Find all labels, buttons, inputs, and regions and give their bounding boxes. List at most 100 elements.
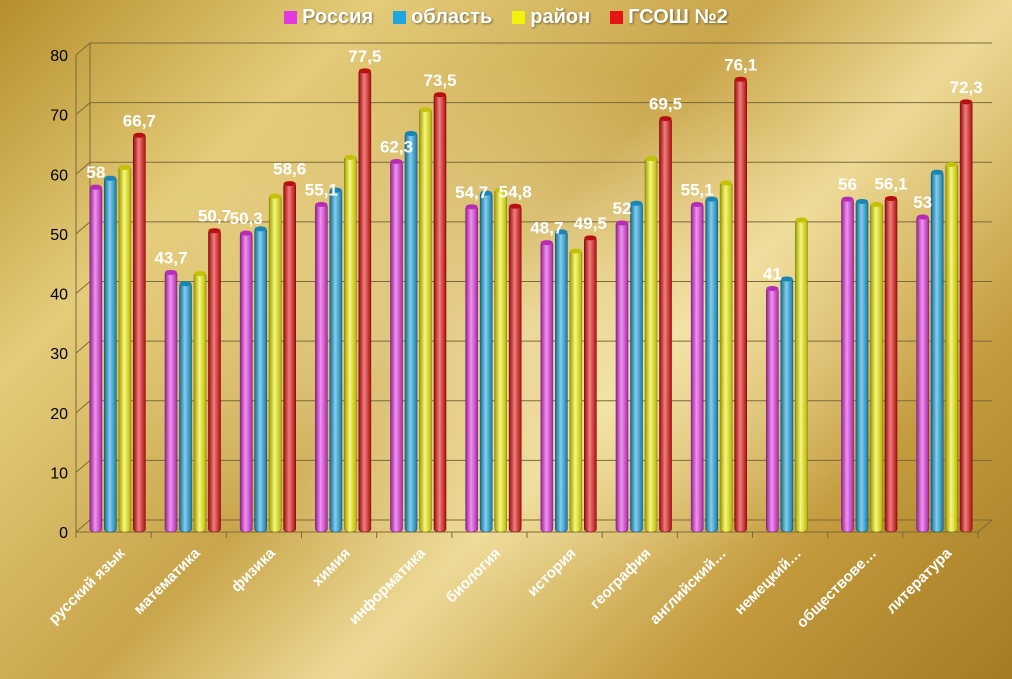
bar-0-10 bbox=[841, 197, 854, 533]
data-label: 58,6 bbox=[273, 160, 306, 179]
bar-3-3 bbox=[358, 69, 372, 533]
bar-1-10 bbox=[855, 200, 869, 533]
legend-item-russia: Россия bbox=[284, 6, 373, 29]
bar-cap bbox=[269, 193, 282, 199]
bar-0-7 bbox=[615, 221, 629, 533]
data-label: 66,7 bbox=[123, 111, 156, 130]
data-label: 55,1 bbox=[305, 180, 338, 199]
bar-0-1 bbox=[164, 271, 178, 533]
gridline-depth bbox=[75, 221, 91, 235]
legend-swatch-rayon bbox=[512, 11, 526, 24]
bar-cap bbox=[240, 230, 253, 236]
bar-cap bbox=[720, 180, 733, 186]
y-tick-label: 70 bbox=[50, 108, 68, 125]
bar-0-5 bbox=[465, 205, 478, 533]
bar-cap bbox=[358, 68, 371, 74]
bar-0-0 bbox=[89, 185, 103, 533]
bar-cap bbox=[931, 169, 944, 175]
bar-2-5 bbox=[494, 188, 507, 533]
bar-cap bbox=[555, 229, 568, 235]
gridline-depth bbox=[75, 519, 91, 533]
bar-2-1 bbox=[193, 272, 207, 533]
bar-cap bbox=[569, 248, 582, 254]
bar-cap bbox=[118, 164, 131, 170]
data-label: 54,8 bbox=[499, 182, 532, 201]
data-label: 50,7 bbox=[198, 207, 231, 226]
bar-2-6 bbox=[569, 249, 583, 533]
bar-2-3 bbox=[344, 156, 357, 533]
bar-cap bbox=[945, 162, 958, 168]
bar-cap bbox=[540, 240, 553, 246]
bar-0-2 bbox=[239, 231, 253, 533]
data-label: 54,7 bbox=[455, 183, 488, 202]
bar-cap bbox=[465, 204, 478, 210]
data-label: 43,7 bbox=[154, 248, 187, 267]
bar-2-10 bbox=[870, 203, 883, 533]
legend-label-oblast: область bbox=[411, 6, 493, 28]
category-label: география bbox=[587, 545, 655, 613]
bar-3-8 bbox=[734, 77, 747, 533]
bar-2-9 bbox=[795, 218, 808, 533]
bar-cap bbox=[104, 175, 117, 181]
data-label: 41 bbox=[763, 265, 782, 284]
bar-1-4 bbox=[404, 132, 418, 533]
bar-cap bbox=[659, 116, 672, 122]
bar-cap bbox=[315, 201, 328, 207]
gridline-depth bbox=[75, 102, 91, 116]
bar-cap bbox=[795, 217, 808, 223]
bar-1-9 bbox=[780, 277, 794, 533]
bar-cap bbox=[165, 269, 177, 275]
bar-cap bbox=[705, 196, 718, 202]
gridline-depth bbox=[75, 281, 91, 294]
data-label: 72,3 bbox=[950, 78, 983, 97]
data-label: 77,5 bbox=[348, 47, 381, 66]
y-tick-label: 20 bbox=[50, 406, 68, 423]
bar-cap bbox=[885, 196, 897, 202]
data-label: 62,3 bbox=[380, 138, 413, 157]
bar-2-0 bbox=[118, 166, 132, 533]
bar-cap bbox=[616, 220, 628, 226]
category-label: химия bbox=[309, 545, 354, 590]
data-label: 76,1 bbox=[724, 55, 757, 74]
bar-cap bbox=[630, 200, 643, 206]
legend: Россия область район ГСОШ №2 bbox=[0, 6, 1012, 29]
y-tick-label: 40 bbox=[50, 287, 68, 304]
bar-cap bbox=[856, 198, 868, 204]
bar-3-2 bbox=[283, 182, 296, 533]
bar-cap bbox=[691, 201, 704, 207]
bar-cap bbox=[208, 228, 221, 234]
bar-cap bbox=[344, 154, 357, 160]
bar-cap bbox=[841, 196, 854, 202]
category-label: физика bbox=[228, 544, 279, 595]
bar-cap bbox=[133, 132, 146, 138]
legend-swatch-school bbox=[610, 11, 624, 24]
gridline-depth bbox=[75, 340, 91, 354]
bar-2-7 bbox=[644, 157, 658, 533]
y-tick-label: 0 bbox=[59, 525, 68, 542]
y-tick-label: 10 bbox=[50, 465, 68, 482]
bar-3-10 bbox=[884, 197, 898, 533]
gridline-depth bbox=[75, 400, 91, 414]
category-label: немецкий… bbox=[731, 545, 804, 618]
bar-cap bbox=[194, 271, 206, 277]
bar-cap bbox=[734, 76, 747, 82]
y-tick-label: 60 bbox=[50, 167, 68, 184]
bar-cap bbox=[780, 276, 793, 282]
bar-1-3 bbox=[329, 188, 343, 533]
data-label: 69,5 bbox=[649, 95, 682, 114]
category-label: биология bbox=[443, 545, 505, 607]
bar-2-4 bbox=[419, 108, 432, 533]
bar-3-6 bbox=[584, 236, 597, 533]
bar-3-7 bbox=[659, 117, 672, 533]
category-label: английский… bbox=[647, 545, 730, 628]
bar-cap bbox=[494, 187, 507, 193]
floor-edge bbox=[977, 519, 993, 533]
legend-label-school: ГСОШ №2 bbox=[628, 6, 728, 28]
bar-2-8 bbox=[719, 181, 733, 533]
legend-swatch-russia bbox=[284, 11, 298, 24]
bar-cap bbox=[870, 201, 883, 207]
bar-1-8 bbox=[705, 197, 718, 533]
bar-cap bbox=[419, 107, 432, 113]
legend-item-rayon: район bbox=[512, 6, 590, 29]
